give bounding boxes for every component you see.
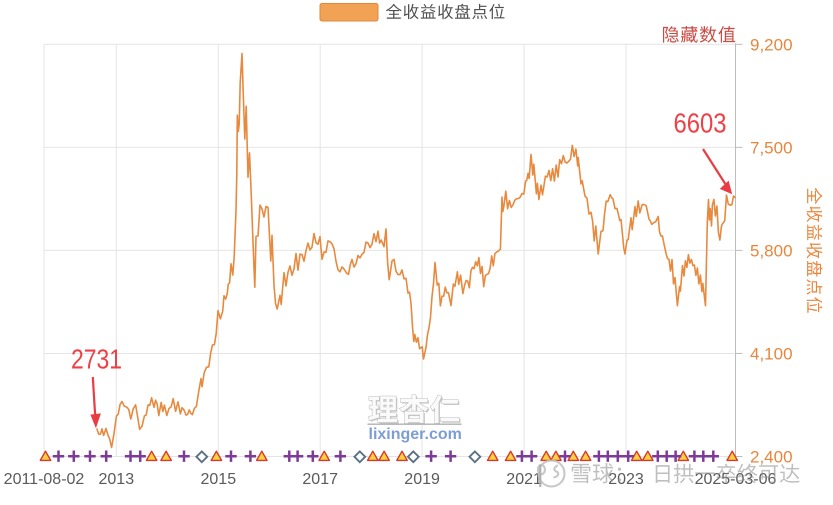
svg-text:4,100: 4,100 [750, 344, 793, 363]
svg-text:2021: 2021 [506, 471, 542, 488]
svg-text:2023: 2023 [608, 471, 644, 488]
svg-text:2013: 2013 [99, 471, 135, 488]
svg-text:2,400: 2,400 [750, 448, 793, 467]
svg-text:7,500: 7,500 [750, 138, 793, 157]
svg-text:2015: 2015 [201, 471, 237, 488]
svg-text:2011-08-02: 2011-08-02 [4, 471, 85, 488]
svg-text:lixinger.com: lixinger.com [369, 426, 462, 443]
svg-text:6603: 6603 [674, 108, 727, 139]
svg-text:2731: 2731 [71, 344, 122, 375]
svg-text:2019: 2019 [404, 471, 440, 488]
svg-text:2017: 2017 [302, 471, 338, 488]
svg-text:9,200: 9,200 [750, 35, 793, 54]
svg-text:5,800: 5,800 [750, 241, 793, 260]
